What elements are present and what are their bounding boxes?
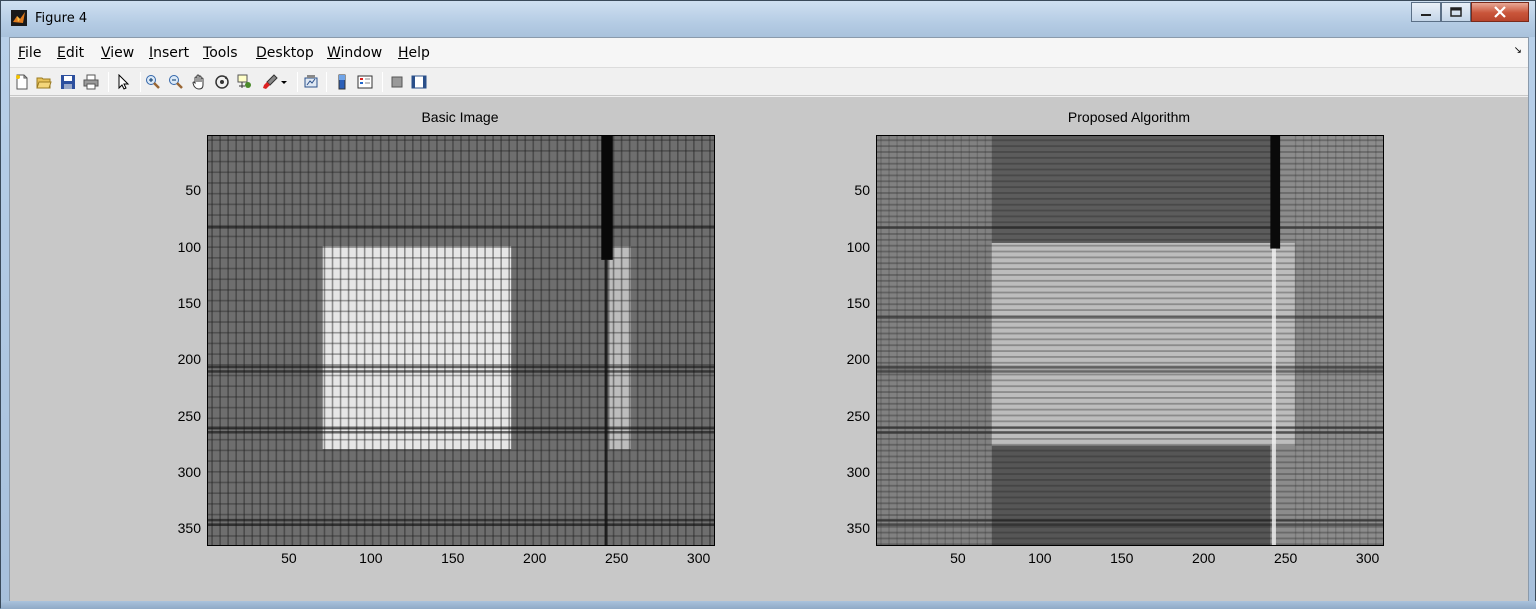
figure-toolbar — [10, 68, 1528, 96]
menu-file[interactable]: File — [18, 45, 41, 61]
new-figure-icon[interactable] — [13, 73, 31, 91]
menu-bar: File Edit View Insert Tools Desktop Wind… — [10, 38, 1528, 68]
rotate-3d-icon[interactable] — [213, 73, 231, 91]
y-tick-label: 350 — [151, 520, 201, 536]
brush-icon[interactable] — [261, 73, 279, 91]
hide-plot-tools-icon[interactable] — [388, 73, 406, 91]
dock-arrow-icon[interactable]: ↘ — [1514, 45, 1522, 56]
axes-proposed-algorithm[interactable] — [876, 135, 1384, 546]
y-tick-label: 200 — [151, 351, 201, 367]
insert-colorbar-icon[interactable] — [333, 73, 351, 91]
close-button[interactable] — [1471, 2, 1529, 22]
title-bar[interactable]: Figure 4 — [1, 1, 1535, 37]
data-cursor-icon[interactable] — [236, 73, 254, 91]
zoom-out-icon[interactable] — [167, 73, 185, 91]
figure-client-area: File Edit View Insert Tools Desktop Wind… — [9, 37, 1529, 601]
y-tick-label: 200 — [820, 351, 870, 367]
x-tick-label: 50 — [938, 550, 978, 566]
window-title: Figure 4 — [35, 11, 87, 26]
menu-desktop[interactable]: Desktop — [256, 45, 314, 61]
minimize-button[interactable] — [1411, 2, 1441, 22]
proposed-image-raster — [877, 136, 1384, 546]
y-tick-label: 50 — [151, 182, 201, 198]
maximize-button[interactable] — [1441, 2, 1471, 22]
y-tick-label: 250 — [151, 408, 201, 424]
zoom-in-icon[interactable] — [144, 73, 162, 91]
plot-title-basic: Basic Image — [206, 109, 714, 125]
menu-insert[interactable]: Insert — [149, 45, 189, 61]
matlab-logo-icon — [11, 10, 27, 26]
x-tick-label: 250 — [1266, 550, 1306, 566]
x-tick-label: 300 — [1348, 550, 1388, 566]
menu-tools[interactable]: Tools — [203, 45, 238, 61]
y-tick-label: 50 — [820, 182, 870, 198]
minimize-icon — [1420, 7, 1432, 17]
x-tick-label: 300 — [679, 550, 719, 566]
x-tick-label: 50 — [269, 550, 309, 566]
x-tick-label: 100 — [351, 550, 391, 566]
menu-help[interactable]: Help — [398, 45, 430, 61]
save-icon[interactable] — [59, 73, 77, 91]
x-tick-label: 100 — [1020, 550, 1060, 566]
y-tick-label: 300 — [151, 464, 201, 480]
x-tick-label: 200 — [1184, 550, 1224, 566]
menu-view[interactable]: View — [101, 45, 134, 61]
pan-hand-icon[interactable] — [190, 73, 208, 91]
insert-legend-icon[interactable] — [356, 73, 374, 91]
print-icon[interactable] — [82, 73, 100, 91]
axes-basic-image[interactable] — [207, 135, 715, 546]
x-tick-label: 200 — [515, 550, 555, 566]
basic-image-raster — [208, 136, 715, 546]
y-tick-label: 150 — [151, 295, 201, 311]
edit-plot-arrow-icon[interactable] — [114, 73, 132, 91]
brush-dropdown-icon[interactable] — [279, 73, 289, 91]
x-tick-label: 150 — [1102, 550, 1142, 566]
link-plot-icon[interactable] — [302, 73, 320, 91]
open-file-icon[interactable] — [35, 73, 53, 91]
y-tick-label: 250 — [820, 408, 870, 424]
close-icon — [1493, 6, 1507, 18]
y-tick-label: 350 — [820, 520, 870, 536]
show-plot-tools-icon[interactable] — [410, 73, 428, 91]
y-tick-label: 300 — [820, 464, 870, 480]
y-tick-label: 100 — [820, 239, 870, 255]
x-tick-label: 150 — [433, 550, 473, 566]
maximize-icon — [1450, 7, 1462, 17]
x-tick-label: 250 — [597, 550, 637, 566]
y-tick-label: 100 — [151, 239, 201, 255]
menu-window[interactable]: Window — [327, 45, 382, 61]
figure-canvas: Basic Image 50 100 150 200 250 300 350 50 100 150… — [10, 97, 1528, 601]
y-tick-label: 150 — [820, 295, 870, 311]
plot-title-proposed: Proposed Algorithm — [875, 109, 1383, 125]
menu-edit[interactable]: Edit — [57, 45, 84, 61]
